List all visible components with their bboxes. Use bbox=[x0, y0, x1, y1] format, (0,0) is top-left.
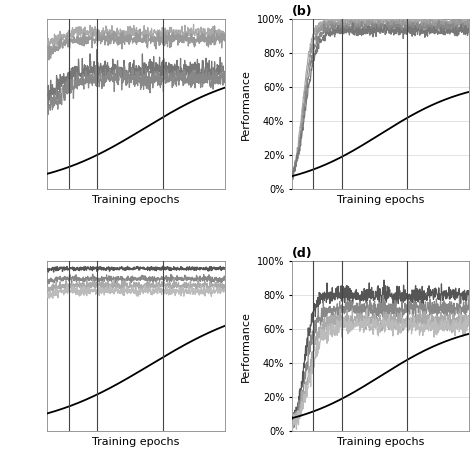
X-axis label: Training epochs: Training epochs bbox=[92, 437, 180, 447]
X-axis label: Training epochs: Training epochs bbox=[337, 437, 424, 447]
Y-axis label: Performance: Performance bbox=[241, 69, 251, 140]
X-axis label: Training epochs: Training epochs bbox=[337, 195, 424, 205]
X-axis label: Training epochs: Training epochs bbox=[92, 195, 180, 205]
Y-axis label: Performance: Performance bbox=[241, 310, 251, 382]
Text: (b): (b) bbox=[292, 5, 313, 18]
Text: (d): (d) bbox=[292, 247, 313, 260]
